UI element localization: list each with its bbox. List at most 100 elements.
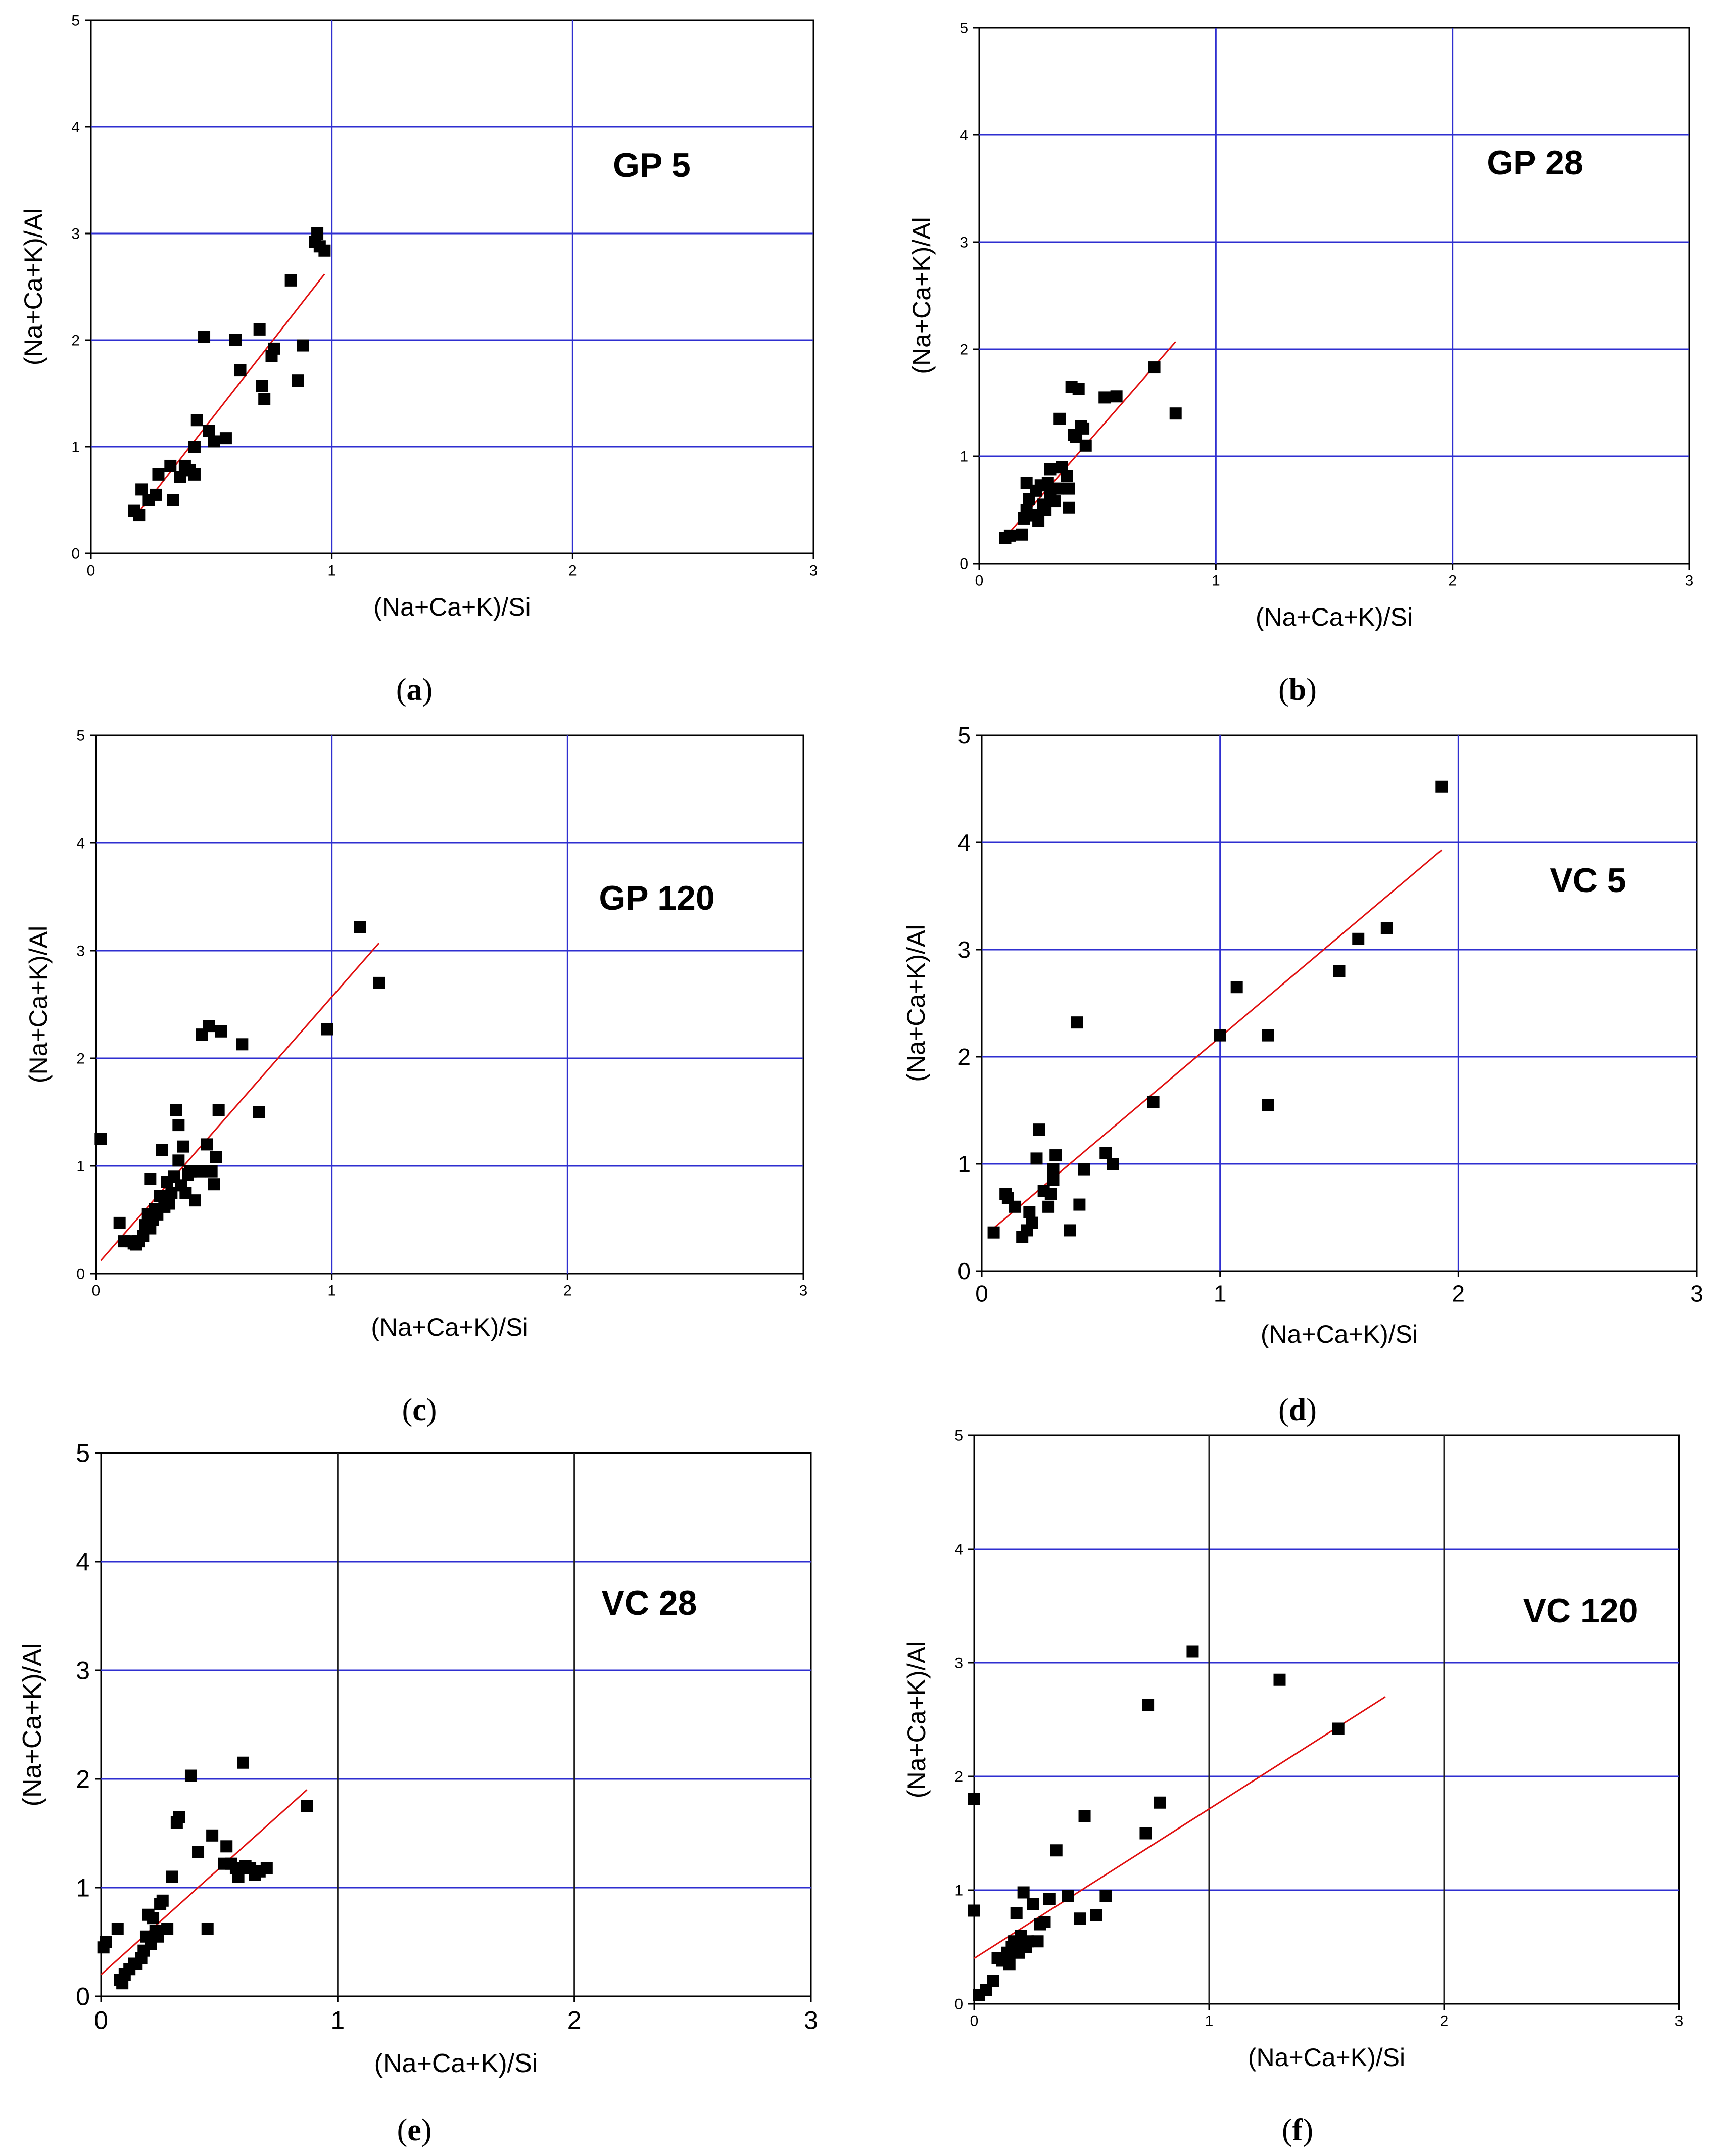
- caption-d: (d): [1278, 1393, 1317, 1427]
- y-tick-label: 0: [954, 1996, 963, 2013]
- data-point: [94, 1133, 107, 1145]
- data-point: [1186, 1645, 1199, 1658]
- data-point: [1230, 981, 1243, 994]
- data-point: [188, 441, 201, 453]
- data-point: [1044, 1188, 1057, 1200]
- data-point: [1435, 780, 1448, 793]
- data-point: [301, 1800, 313, 1812]
- data-point: [113, 1216, 126, 1229]
- data-point: [260, 1862, 273, 1874]
- data-point: [268, 342, 280, 355]
- data-point: [111, 1923, 124, 1935]
- plot-frame: [973, 1434, 1680, 2005]
- y-tick-label: 0: [960, 556, 968, 573]
- x-axis-label: (Na+Ca+K)/Si: [1261, 1320, 1418, 1348]
- data-point: [1147, 1096, 1160, 1108]
- y-tick-label: 3: [960, 235, 968, 251]
- data-point: [1079, 439, 1092, 452]
- data-point: [1031, 1935, 1044, 1948]
- x-tick-label: 2: [1440, 2013, 1449, 2030]
- data-point: [1048, 495, 1061, 508]
- x-tick-label: 2: [1452, 1280, 1465, 1306]
- data-point: [1027, 1898, 1039, 1910]
- y-tick-label: 5: [71, 13, 80, 29]
- data-point: [1169, 407, 1182, 420]
- x-tick-label: 2: [567, 2006, 582, 2035]
- data-point: [1064, 1224, 1076, 1237]
- data-point: [1078, 1163, 1090, 1176]
- data-point: [1142, 1699, 1155, 1711]
- x-tick-label: 2: [568, 563, 577, 579]
- panel-title: GP 28: [1486, 144, 1584, 182]
- y-tick-label: 1: [71, 439, 80, 456]
- data-point: [1010, 1907, 1023, 1919]
- x-tick-label: 0: [970, 2013, 979, 2030]
- y-tick-label: 5: [76, 1439, 90, 1468]
- data-point: [968, 1904, 980, 1917]
- y-tick-label: 3: [71, 226, 80, 243]
- y-tick-label: 1: [960, 449, 968, 465]
- y-tick-label: 2: [71, 333, 80, 349]
- data-point: [1053, 412, 1066, 425]
- x-tick-label: 3: [1675, 2013, 1684, 2030]
- data-point: [311, 227, 324, 240]
- data-point: [1043, 1893, 1056, 1905]
- y-axis-label: (Na+Ca+K)/Al: [18, 1643, 47, 1807]
- y-tick-label: 5: [76, 728, 85, 744]
- data-point: [1042, 1200, 1055, 1213]
- data-point: [100, 1936, 112, 1948]
- data-point: [321, 1023, 333, 1036]
- data-point: [210, 1151, 222, 1163]
- data-point: [1047, 1163, 1060, 1176]
- data-point: [133, 509, 146, 522]
- caption-a: (a): [396, 673, 433, 707]
- data-point: [184, 1769, 197, 1782]
- data-point: [1262, 1029, 1274, 1042]
- y-tick-label: 2: [957, 1044, 971, 1070]
- data-point: [167, 494, 179, 506]
- y-tick-label: 5: [954, 1428, 963, 1444]
- panel-c: 0 1 2 3 0 1 2 3 4 5 (Na+Ca+K)/Si (Na+Ca+K)/Al GP 120: [0, 718, 859, 1425]
- data-point: [177, 1140, 189, 1153]
- caption-f: (f): [1282, 2113, 1313, 2147]
- data-point: [373, 976, 385, 989]
- data-point: [1077, 422, 1090, 435]
- fit-line: [136, 273, 325, 515]
- data-point: [1051, 482, 1064, 495]
- y-tick-label: 4: [960, 127, 968, 144]
- x-tick-label: 3: [1685, 573, 1694, 589]
- data-point: [234, 364, 247, 377]
- y-axis-label: (Na+Ca+K)/Al: [902, 924, 930, 1082]
- data-point: [166, 1870, 178, 1883]
- y-tick-label: 0: [76, 1983, 90, 2011]
- x-tick-label: 3: [1690, 1280, 1703, 1306]
- panel-title: GP 120: [599, 879, 714, 917]
- data-point: [1032, 514, 1045, 527]
- data-point: [256, 380, 268, 392]
- y-tick-label: 4: [957, 829, 971, 856]
- data-point: [1099, 1890, 1112, 1902]
- x-tick-label: 1: [1214, 1280, 1227, 1306]
- data-point: [1017, 1886, 1030, 1899]
- data-point: [190, 414, 203, 427]
- x-axis-label: (Na+Ca+K)/Si: [1256, 603, 1413, 631]
- data-point: [189, 1194, 201, 1207]
- x-tick-label: 1: [330, 2006, 345, 2035]
- data-point: [198, 331, 211, 343]
- y-tick-label: 2: [76, 1765, 90, 1794]
- y-tick-label: 3: [954, 1655, 963, 1672]
- plot-frame: [95, 734, 804, 1275]
- data-point: [203, 425, 215, 437]
- plot-frame: [981, 734, 1698, 1272]
- y-tick-label: 0: [71, 546, 80, 563]
- data-point: [170, 1104, 182, 1116]
- data-point: [208, 1178, 220, 1191]
- data-point: [1063, 482, 1075, 495]
- caption-b: (b): [1278, 673, 1317, 707]
- chart-f: 0 1 2 3 0 1 2 3 4 5 (Na+Ca+K)/Si (Na+Ca+K)/Al VC 120: [902, 1428, 1684, 2072]
- data-point: [1061, 470, 1073, 482]
- y-axis-label: (Na+Ca+K)/Al: [902, 1641, 931, 1798]
- y-tick-label: 5: [957, 722, 971, 748]
- data-point: [1139, 1827, 1152, 1840]
